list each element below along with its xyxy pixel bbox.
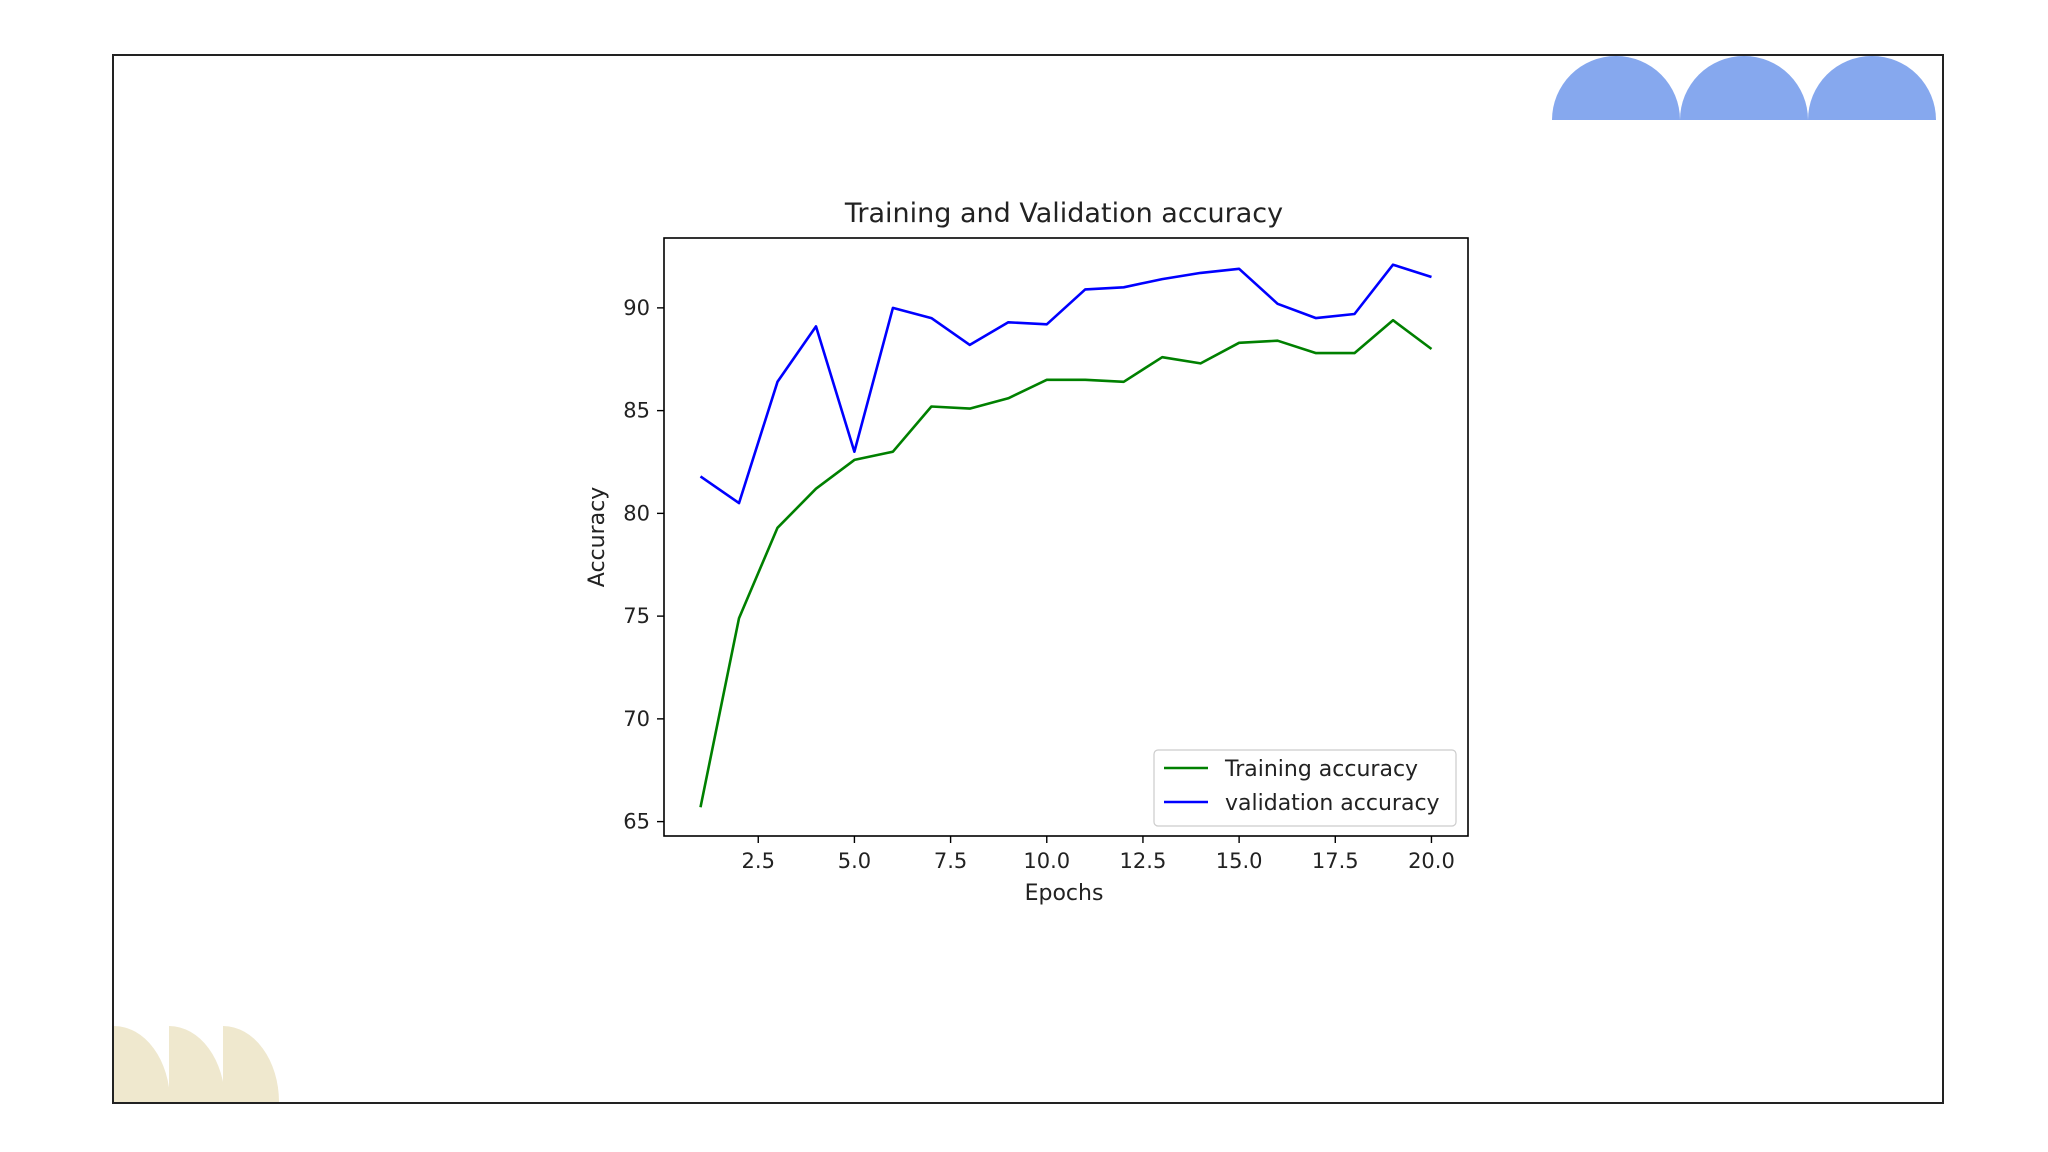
x-tick-label: 17.5 bbox=[1312, 849, 1359, 873]
x-tick-label: 2.5 bbox=[742, 849, 775, 873]
decorative-quarter-circle bbox=[223, 1026, 279, 1102]
series-line-validation bbox=[699, 263, 1432, 505]
legend: Training accuracy validation accuracy bbox=[1153, 749, 1457, 827]
y-tick-label: 90 bbox=[623, 296, 650, 320]
y-axis: 65 70 75 80 85 90 bbox=[623, 296, 664, 834]
legend-label-validation: validation accuracy bbox=[1225, 791, 1440, 816]
series-line-training bbox=[699, 318, 1433, 808]
x-axis: 2.5 5.0 7.5 10.0 12.5 15.0 17.5 20.0 bbox=[742, 836, 1455, 873]
x-tick-label: 12.5 bbox=[1120, 849, 1167, 873]
slide-frame bbox=[112, 54, 1944, 1104]
legend-box bbox=[1153, 749, 1457, 827]
decorative-semicircle bbox=[1680, 56, 1808, 120]
y-axis-label: Accuracy bbox=[585, 487, 610, 587]
y-tick-label: 65 bbox=[623, 810, 650, 834]
y-tick-label: 85 bbox=[623, 399, 650, 423]
decorative-quarter-circle bbox=[114, 1026, 170, 1102]
decorative-quarter-circle bbox=[169, 1026, 225, 1102]
y-tick-label: 80 bbox=[623, 501, 650, 525]
x-tick-label: 5.0 bbox=[838, 849, 871, 873]
series-lines bbox=[699, 263, 1433, 808]
x-tick-label: 20.0 bbox=[1408, 849, 1455, 873]
chart-title: Training and Validation accuracy bbox=[844, 198, 1283, 229]
x-axis-label: Epochs bbox=[1025, 881, 1104, 906]
decorative-semicircle bbox=[1808, 56, 1936, 120]
x-tick-label: 10.0 bbox=[1023, 849, 1070, 873]
y-tick-label: 70 bbox=[623, 707, 650, 731]
legend-label-training: Training accuracy bbox=[1224, 757, 1418, 782]
plot-area bbox=[663, 237, 1469, 837]
decorative-quarter-circles-bottom bbox=[114, 1026, 279, 1102]
x-tick-label: 7.5 bbox=[934, 849, 967, 873]
y-tick-label: 75 bbox=[623, 604, 650, 628]
decorative-semicircle bbox=[1552, 56, 1680, 120]
decorative-semicircles-top bbox=[1552, 56, 1936, 120]
x-tick-label: 15.0 bbox=[1216, 849, 1263, 873]
